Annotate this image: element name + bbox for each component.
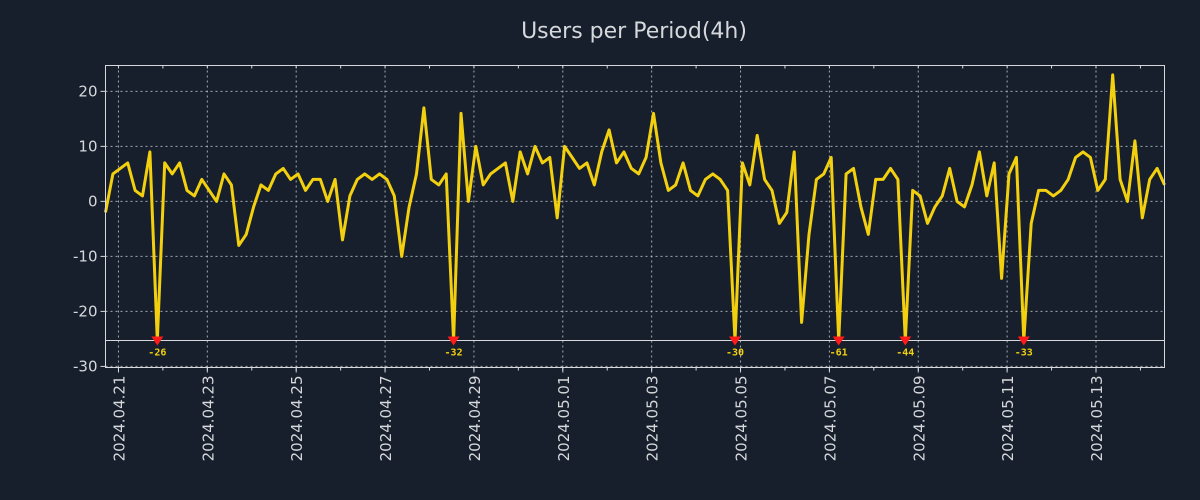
outlier-label: -32 [445, 348, 463, 359]
x-tick-label: 2024.04.25 [288, 376, 306, 462]
x-tick-label: 2024.05.01 [555, 376, 573, 462]
x-tick-label: 2024.05.07 [821, 376, 839, 462]
axis-ticks: -30 -20 -10 0 10 20 2024.04.21 2024.04.23 2024.0… [73, 65, 1141, 462]
y-tick-label: -10 [73, 247, 98, 265]
y-tick-label: 20 [78, 82, 97, 100]
outlier-marker [728, 336, 741, 346]
x-tick-label: 2024.05.09 [910, 376, 928, 462]
plot-frame [105, 65, 1165, 368]
x-tick-label: 2024.05.03 [644, 376, 662, 462]
outlier-label: -33 [1015, 348, 1033, 359]
x-tick-label: 2024.05.05 [733, 376, 751, 462]
x-tick-label: 2024.04.21 [110, 376, 128, 462]
y-tick-label: -30 [73, 357, 98, 375]
series-line [104, 73, 1166, 342]
y-tick-label: 10 [78, 137, 97, 155]
outlier-label: -44 [896, 348, 914, 359]
outlier-marker [832, 336, 845, 346]
outlier-markers: -26 -32 -30 -61 -44 -33 [148, 336, 1033, 359]
x-tick-label: 2024.04.23 [199, 376, 217, 462]
outlier-label: -61 [830, 348, 848, 359]
x-tick-label: 2024.05.13 [1088, 376, 1106, 462]
y-tick-label: -20 [73, 302, 98, 320]
chart-title: Users per Period(4h) [521, 19, 747, 44]
outlier-label: -30 [726, 348, 744, 359]
outlier-marker [151, 336, 164, 346]
x-tick-label: 2024.04.27 [377, 376, 395, 462]
outlier-marker [447, 336, 460, 346]
outlier-marker [1017, 336, 1030, 346]
outlier-marker [899, 336, 912, 346]
outlier-label: -26 [148, 348, 166, 359]
x-tick-label: 2024.05.11 [999, 376, 1017, 462]
x-tick-label: 2024.04.29 [466, 376, 484, 462]
y-tick-label: 0 [88, 192, 98, 210]
